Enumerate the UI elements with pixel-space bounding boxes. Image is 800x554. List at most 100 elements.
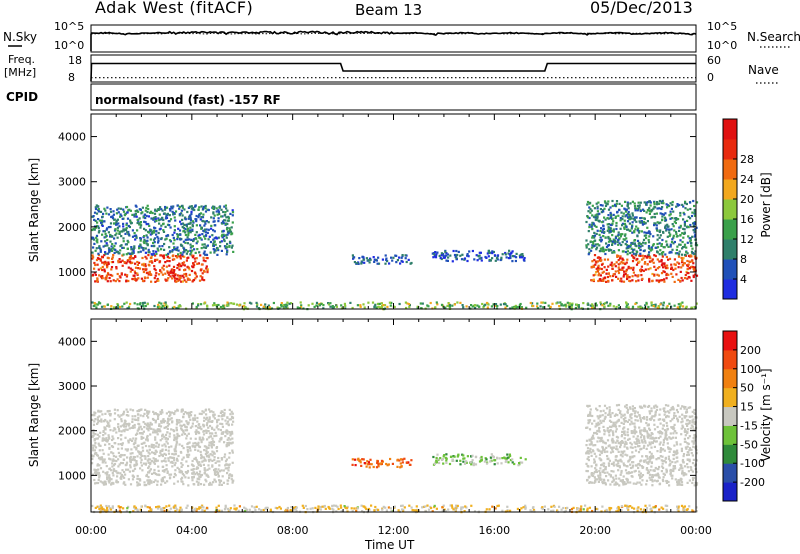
data-cell [212, 229, 215, 232]
data-cell [650, 246, 653, 249]
data-cell [600, 238, 603, 241]
data-cell [216, 421, 219, 424]
data-cell [172, 242, 175, 245]
data-cell [644, 222, 647, 225]
data-cell [656, 207, 659, 210]
data-cell [599, 256, 602, 260]
data-cell [134, 266, 138, 269]
data-cell [610, 240, 613, 243]
data-cell [589, 408, 592, 411]
data-cell [168, 256, 171, 259]
data-cell [656, 250, 659, 253]
data-cell [138, 409, 141, 412]
data-cell [183, 223, 186, 227]
data-cell [521, 256, 524, 259]
data-cell [617, 266, 620, 269]
data-cell [195, 218, 198, 221]
data-cell [154, 445, 157, 448]
nsearch-label: N.Search [747, 30, 800, 44]
data-cell [524, 504, 527, 507]
data-cell [243, 306, 247, 309]
data-cell [592, 278, 595, 281]
data-cell [193, 509, 196, 512]
data-cell [176, 434, 179, 437]
data-cell [362, 303, 365, 306]
data-cell [619, 219, 622, 222]
data-cell [135, 464, 138, 467]
y-tick-label: 4000 [58, 131, 86, 144]
data-cell [185, 429, 189, 432]
data-cell [160, 218, 163, 221]
data-cell [225, 253, 228, 256]
data-cell [678, 479, 681, 482]
data-cell [661, 253, 664, 256]
data-cell [631, 221, 634, 224]
data-cell [108, 474, 111, 477]
data-cell [148, 410, 151, 413]
data-cell [676, 252, 679, 255]
data-cell [181, 444, 184, 447]
data-cell [636, 204, 639, 207]
data-cell [440, 303, 444, 306]
data-cell [571, 302, 574, 305]
data-cell [164, 457, 167, 460]
data-cell [677, 510, 680, 513]
data-cell [227, 232, 230, 235]
data-cell [603, 200, 607, 203]
data-cell [640, 220, 643, 223]
data-cell [149, 423, 152, 426]
data-cell [186, 229, 189, 232]
data-cell [612, 305, 615, 308]
data-cell [658, 242, 661, 245]
data-cell [224, 464, 227, 467]
data-cell [637, 227, 640, 230]
data-cell [187, 206, 190, 209]
data-cell [664, 212, 667, 215]
data-cell [200, 428, 203, 431]
data-cell [112, 469, 116, 472]
data-cell [180, 209, 183, 212]
data-cell [92, 273, 95, 276]
data-cell [173, 239, 176, 242]
data-cell [695, 302, 698, 305]
data-cell [137, 267, 140, 270]
data-cell [207, 419, 210, 422]
data-cell [198, 436, 201, 439]
data-cell [126, 260, 129, 263]
data-cell [520, 507, 523, 510]
data-cell [168, 504, 171, 507]
data-cell [650, 507, 653, 510]
data-cell [659, 447, 663, 450]
data-cell [169, 418, 172, 421]
data-cell [639, 221, 643, 224]
data-cell [362, 258, 365, 261]
data-cell [685, 251, 688, 254]
data-cell [681, 261, 684, 264]
data-cell [595, 246, 599, 249]
data-cell [178, 207, 181, 210]
data-cell [647, 238, 650, 242]
data-cell [149, 421, 152, 424]
data-cell [298, 307, 301, 310]
data-cell [541, 506, 544, 509]
data-cell [608, 434, 611, 437]
data-cell [671, 477, 674, 480]
data-cell [218, 460, 221, 463]
data-cell [145, 206, 148, 210]
data-cell [335, 305, 338, 308]
data-cell [623, 273, 626, 276]
data-cell [197, 303, 200, 306]
data-cell [146, 276, 149, 279]
data-cell [145, 427, 149, 430]
data-cell [615, 305, 618, 309]
data-cell [678, 243, 681, 246]
data-cell [147, 263, 150, 266]
data-cell [631, 231, 634, 234]
data-cell [109, 273, 112, 277]
data-cell [104, 472, 107, 475]
data-cell [166, 424, 169, 427]
data-cell [116, 218, 119, 221]
data-cell [460, 506, 463, 509]
data-cell [195, 220, 198, 223]
data-cell [230, 410, 233, 413]
